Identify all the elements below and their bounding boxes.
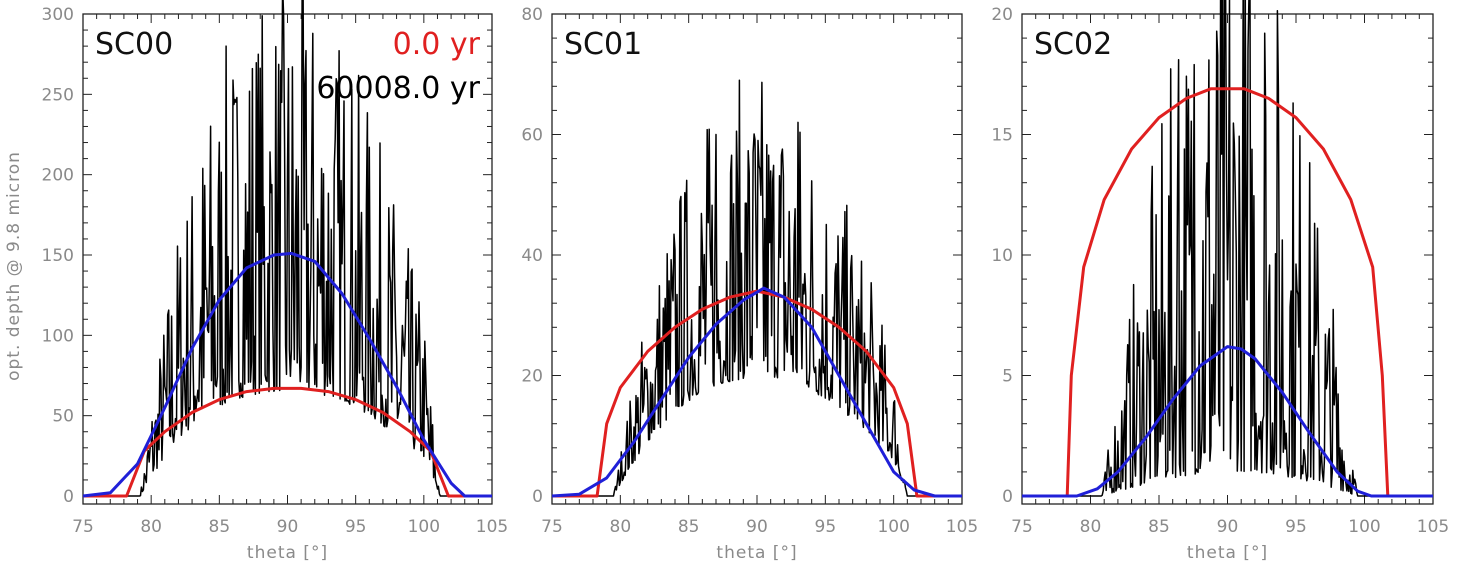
sc00-ytick-label: 100: [42, 326, 74, 346]
sc02-xtick-label: 75: [1011, 517, 1033, 537]
sc02-title: SC02: [1034, 27, 1112, 62]
sc00-ytick-label: 50: [52, 407, 74, 427]
y-axis-label: opt. depth @ 9.8 micron: [4, 151, 24, 381]
sc00-ytick-label: 150: [42, 246, 74, 266]
sc01-series-smoothed: [551, 286, 962, 498]
sc01-xtick-label: 90: [746, 517, 768, 537]
sc00-xtick-label: 105: [476, 517, 508, 537]
sc01-series-final: [552, 79, 962, 497]
sc00-ytick-label: 300: [42, 5, 74, 25]
sc01-xtick-label: 75: [541, 517, 563, 537]
sc00-ytick-label: 200: [42, 166, 74, 186]
sc02-ytick-label: 10: [991, 246, 1013, 266]
legend-entry-0: 0.0 yr: [393, 27, 481, 62]
sc02-ytick-label: 0: [1002, 487, 1013, 507]
sc01-ytick-label: 80: [521, 5, 543, 25]
sc02-xtick-label: 90: [1217, 517, 1239, 537]
sc00-series-initial: [83, 386, 492, 498]
sc02-series-final: [1022, 0, 1433, 497]
sc01-ytick-label: 0: [532, 487, 543, 507]
sc02-xtick-label: 100: [1348, 517, 1380, 537]
sc00-xtick-label: 85: [209, 517, 231, 537]
sc01-xtick-label: 100: [877, 517, 909, 537]
sc02-xlabel: theta [°]: [1187, 543, 1268, 563]
sc00-xtick-label: 90: [277, 517, 299, 537]
sc02-ytick-label: 5: [1002, 367, 1013, 387]
sc01-ytick-label: 20: [521, 367, 543, 387]
sc00-ytick-label: 0: [63, 487, 74, 507]
sc01-xtick-label: 105: [946, 517, 978, 537]
sc00-xtick-label: 95: [345, 517, 367, 537]
sc02-series-smoothed: [1022, 345, 1433, 498]
sc01-xtick-label: 85: [678, 517, 700, 537]
sc00-series-smoothed: [82, 251, 492, 498]
sc00-xtick-label: 75: [72, 517, 94, 537]
sc00-title: SC00: [95, 27, 173, 62]
sc02-xtick-label: 95: [1285, 517, 1307, 537]
legend-entry-1: 60008.0 yr: [316, 71, 480, 106]
sc01-xlabel: theta [°]: [716, 543, 797, 563]
sc01-ytick-label: 60: [521, 126, 543, 146]
sc00-xtick-label: 100: [408, 517, 440, 537]
sc02-series-initial: [1022, 87, 1433, 498]
sc02-xtick-label: 105: [1417, 517, 1449, 537]
sc01-ytick-label: 40: [521, 246, 543, 266]
sc01-xtick-label: 80: [610, 517, 632, 537]
sc01-xtick-label: 95: [815, 517, 837, 537]
sc00-ytick-label: 250: [42, 85, 74, 105]
sc02-xtick-label: 85: [1148, 517, 1170, 537]
sc00-xtick-label: 80: [140, 517, 162, 537]
sc02-xtick-label: 80: [1080, 517, 1102, 537]
sc02-ytick-label: 20: [991, 5, 1013, 25]
sc00-xlabel: theta [°]: [247, 543, 328, 563]
sc01-title: SC01: [564, 27, 642, 62]
sc02-ytick-label: 15: [991, 126, 1013, 146]
